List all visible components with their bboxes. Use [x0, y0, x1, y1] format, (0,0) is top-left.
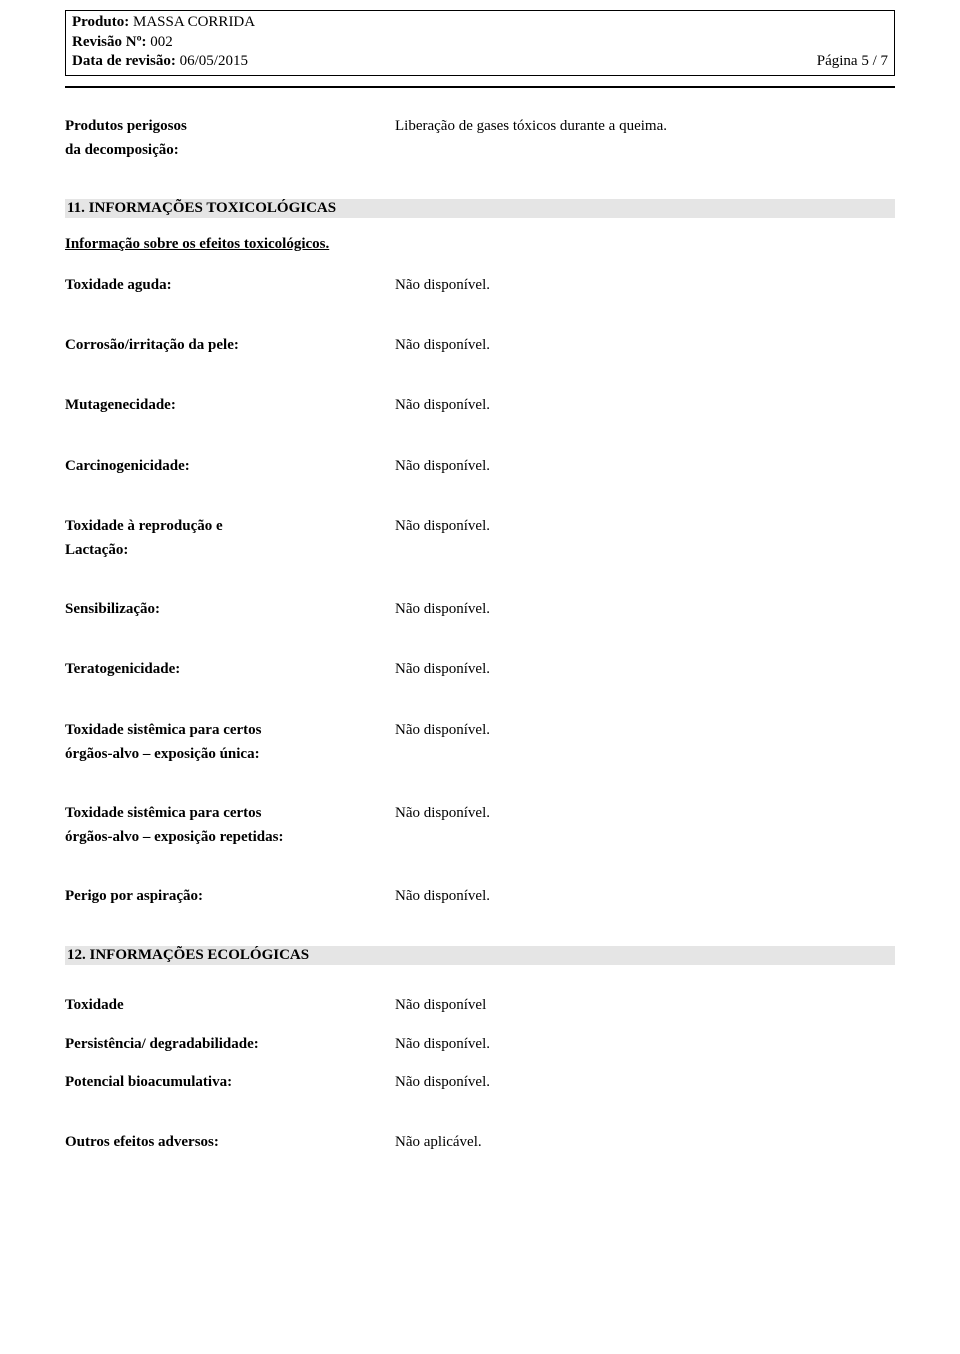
sist-unica-label-1: Toxidade sistêmica para certos [65, 720, 395, 740]
value: Não disponível. [395, 456, 895, 476]
label: Toxidade aguda: [65, 275, 395, 295]
produto-label: Produto: [72, 14, 129, 30]
value: Não disponível. [395, 1072, 895, 1092]
section-11-title: 11. INFORMAÇÕES TOXICOLÓGICAS [65, 199, 895, 218]
label: Persistência/ degradabilidade: [65, 1034, 395, 1054]
row-toxidade-aguda: Toxidade aguda: Não disponível. [65, 275, 895, 295]
header-line-produto: Produto: MASSA CORRIDA [72, 13, 888, 33]
section-11-subheading: Informação sobre os efeitos toxicológico… [65, 236, 895, 253]
value: Não disponível. [395, 275, 895, 295]
sist-unica-value: Não disponível. [395, 720, 895, 740]
sist-rep-label-2: órgãos-alvo – exposição repetidas: [65, 829, 895, 846]
reproducao-value: Não disponível. [395, 516, 895, 536]
row-corrosao: Corrosão/irritação da pele: Não disponív… [65, 335, 895, 355]
row-aspiracao: Perigo por aspiração: Não disponível. [65, 886, 895, 906]
data-label: Data de revisão: [72, 53, 176, 69]
row-eco-outros: Outros efeitos adversos: Não aplicável. [65, 1132, 895, 1152]
value: Não disponível. [395, 886, 895, 906]
reproducao-label-1: Toxidade à reprodução e [65, 516, 395, 536]
value: Não disponível. [395, 599, 895, 619]
label: Toxidade [65, 995, 395, 1015]
header-line-data: Data de revisão: 06/05/2015 Página 5 / 7 [72, 52, 888, 72]
row-sist-unica-1: Toxidade sistêmica para certos Não dispo… [65, 720, 895, 740]
row-sist-rep-1: Toxidade sistêmica para certos Não dispo… [65, 803, 895, 823]
label: Mutagenecidade: [65, 395, 395, 415]
label: Potencial bioacumulativa: [65, 1072, 395, 1092]
row-eco-toxidade: Toxidade Não disponível [65, 995, 895, 1015]
row-carcinogenicidade: Carcinogenicidade: Não disponível. [65, 456, 895, 476]
header-divider [65, 86, 895, 88]
label: Corrosão/irritação da pele: [65, 335, 395, 355]
data-left: Data de revisão: 06/05/2015 [72, 52, 248, 72]
data-value: 06/05/2015 [180, 53, 248, 69]
value: Não disponível. [395, 1034, 895, 1054]
document-header: Produto: MASSA CORRIDA Revisão Nº: 002 D… [65, 10, 895, 76]
reproducao-label-2: Lactação: [65, 542, 895, 559]
label: Perigo por aspiração: [65, 886, 395, 906]
revisao-label: Revisão Nº: [72, 34, 147, 50]
row-mutagenecidade: Mutagenecidade: Não disponível. [65, 395, 895, 415]
value: Não disponível. [395, 659, 895, 679]
sist-unica-label-2: órgãos-alvo – exposição única: [65, 746, 895, 763]
decomposition-label-2: da decomposição: [65, 142, 895, 159]
decomposition-label-1: Produtos perigosos [65, 116, 395, 136]
sist-rep-label-1: Toxidade sistêmica para certos [65, 803, 395, 823]
row-sensibilizacao: Sensibilização: Não disponível. [65, 599, 895, 619]
value: Não disponível. [395, 335, 895, 355]
section-12-title: 12. INFORMAÇÕES ECOLÓGICAS [65, 946, 895, 965]
row-decomposition-1: Produtos perigosos Liberação de gases tó… [65, 116, 895, 136]
decomposition-value: Liberação de gases tóxicos durante a que… [395, 116, 895, 136]
row-eco-persistencia: Persistência/ degradabilidade: Não dispo… [65, 1034, 895, 1054]
row-eco-bioacumulativa: Potencial bioacumulativa: Não disponível… [65, 1072, 895, 1092]
label: Teratogenicidade: [65, 659, 395, 679]
label: Outros efeitos adversos: [65, 1132, 395, 1152]
page-number: Página 5 / 7 [817, 52, 888, 72]
revisao-value: 002 [150, 34, 173, 50]
row-teratogenicidade: Teratogenicidade: Não disponível. [65, 659, 895, 679]
value: Não disponível [395, 995, 895, 1015]
header-line-revisao: Revisão Nº: 002 [72, 33, 888, 53]
row-reproducao-1: Toxidade à reprodução e Não disponível. [65, 516, 895, 536]
label: Carcinogenicidade: [65, 456, 395, 476]
value: Não disponível. [395, 395, 895, 415]
value: Não aplicável. [395, 1132, 895, 1152]
label: Sensibilização: [65, 599, 395, 619]
sist-rep-value: Não disponível. [395, 803, 895, 823]
produto-value: MASSA CORRIDA [133, 14, 255, 30]
